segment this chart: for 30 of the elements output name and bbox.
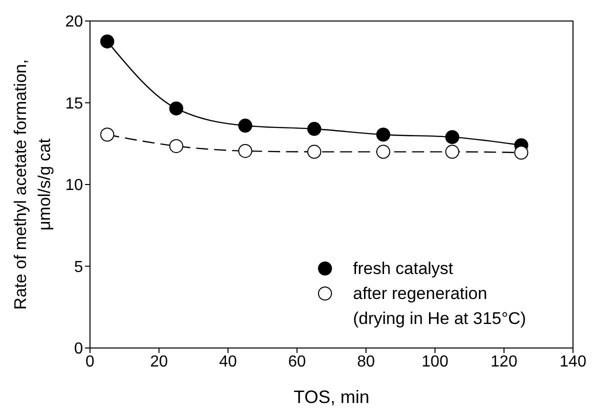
legend-label: fresh catalyst [353, 258, 454, 280]
x-tick-label: 60 [288, 353, 306, 370]
x-axis-title: TOS, min [294, 387, 370, 407]
point [445, 130, 460, 144]
x-tick-label: 140 [560, 353, 586, 370]
y-tick-label: 10 [65, 177, 84, 194]
x-tick-label: 40 [219, 353, 237, 370]
point [238, 118, 252, 133]
point [307, 144, 322, 159]
point [238, 144, 252, 158]
point [169, 139, 184, 154]
y-tick-label: 20 [65, 14, 84, 31]
y-tick-label: 0 [74, 340, 84, 358]
y-tick-label: 5 [74, 258, 84, 276]
legend-label: after regeneration (drying in He at 315°C) [353, 283, 526, 330]
point [100, 34, 114, 48]
x-tick-label: 80 [357, 353, 375, 370]
point [169, 101, 184, 116]
point [307, 122, 322, 136]
x-tick-label: 20 [150, 353, 168, 370]
x-tick-label: 0 [86, 353, 95, 370]
y-axis-title: Rate of methyl acetate formation, μmol/s/g cat [11, 59, 54, 310]
point [514, 146, 528, 160]
x-tick-label: 100 [422, 353, 448, 370]
x-tick-label: 120 [490, 353, 518, 370]
point [100, 128, 114, 142]
y-tick-label: 15 [65, 95, 84, 112]
point [376, 128, 390, 142]
point [445, 144, 460, 159]
point [376, 144, 390, 159]
